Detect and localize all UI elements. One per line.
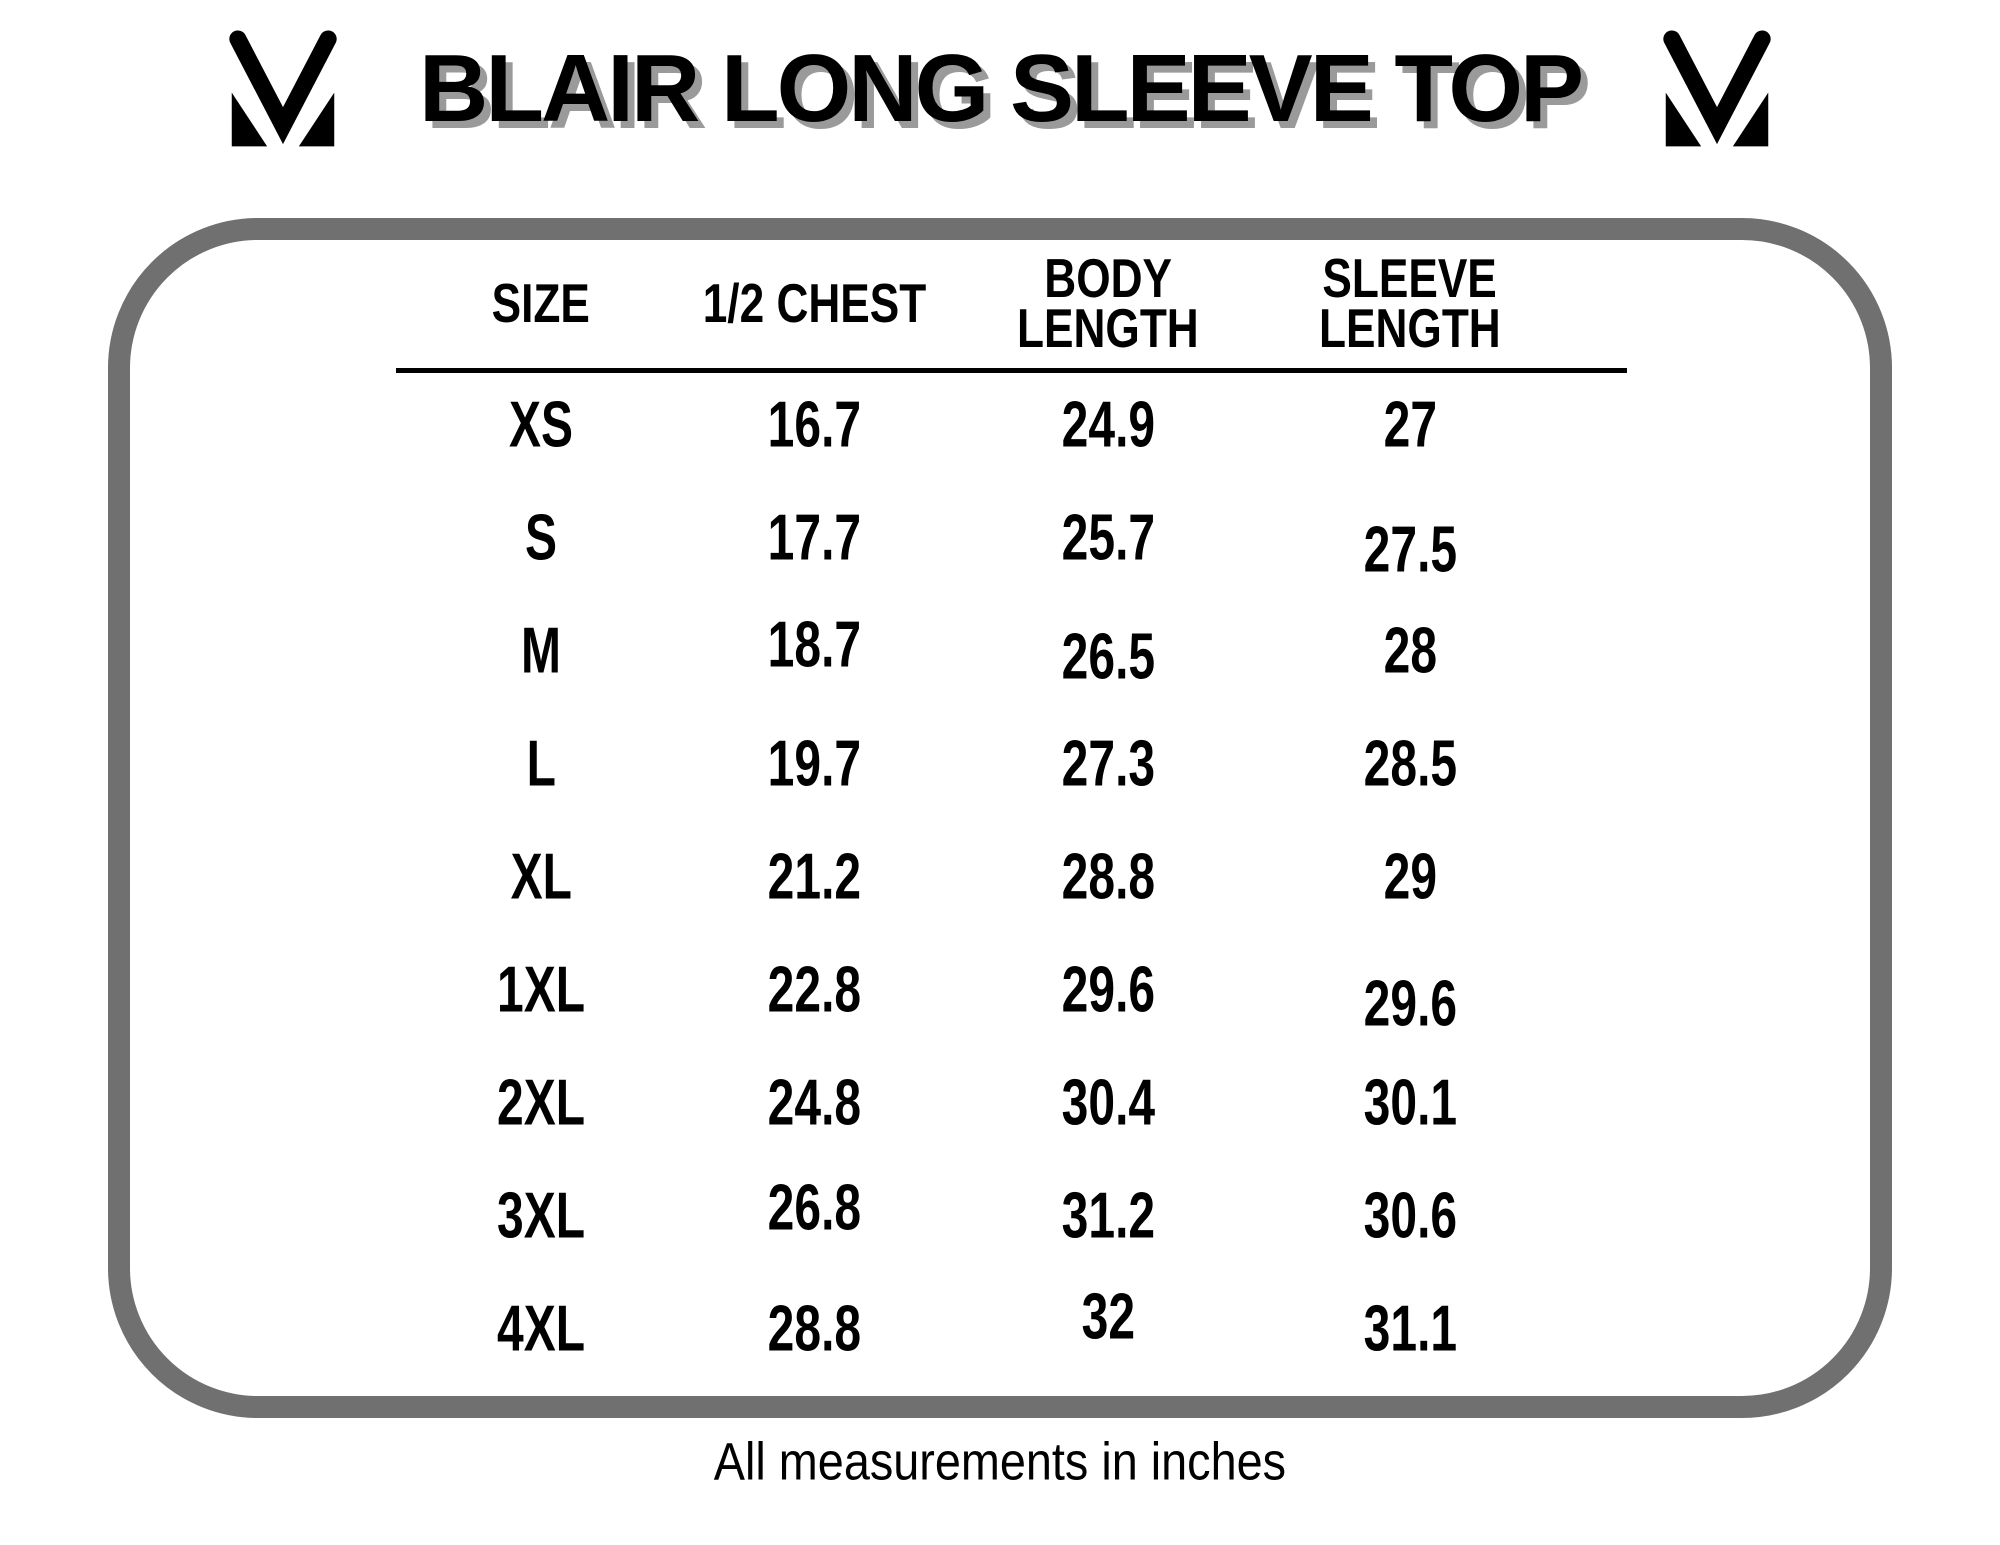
table-cell-size: 4XL [496, 1292, 586, 1365]
size-table: SIZE 1/2 CHEST BODY LENGTH SLEEVE LENGTH… [396, 240, 1546, 1385]
table-cell-body-length: 28.8 [1061, 840, 1155, 913]
table-cell-sleeve-length: 27.5 [1363, 513, 1457, 586]
table-cell-sleeve-length: 28 [1383, 614, 1437, 687]
table-cell-half-chest: 18.7 [767, 608, 861, 681]
table-cell-body-length: 27.3 [1061, 727, 1155, 800]
column-header-size: SIZE [396, 240, 686, 368]
table-cell-size: 3XL [496, 1179, 586, 1252]
table-cell-size: 2XL [496, 1066, 586, 1139]
table-cell-body-length: 24.9 [1061, 388, 1155, 461]
table-cell-half-chest: 22.8 [767, 953, 861, 1026]
column-header-text: SLEEVE [1322, 248, 1498, 310]
footer-note: All measurements in inches [0, 1432, 2000, 1492]
column-header-text: LENGTH [1017, 298, 1199, 360]
column-header-half-chest: 1/2 CHEST [686, 240, 942, 368]
table-cell-body-length: 26.5 [1061, 620, 1155, 693]
column-header-body-length: BODY LENGTH [942, 240, 1274, 368]
column-header-sleeve-length: SLEEVE LENGTH [1274, 240, 1546, 368]
table-cell-size: 1XL [496, 953, 586, 1026]
table-cell-size: S [524, 501, 558, 574]
brand-m-logo-right-icon [1653, 28, 1781, 150]
table-cell-sleeve-length: 28.5 [1363, 727, 1457, 800]
table-cell-sleeve-length: 30.1 [1363, 1066, 1457, 1139]
table-cell-size: M [520, 614, 561, 687]
table-cell-size: XL [510, 840, 572, 913]
footer-note-text: All measurements in inches [713, 1432, 1287, 1492]
table-cell-sleeve-length: 27 [1383, 388, 1437, 461]
header-divider-line [396, 368, 1627, 373]
column-header-text: 1/2 CHEST [702, 273, 926, 335]
brand-m-logo-left-icon [219, 28, 347, 150]
table-cell-body-length: 32 [1081, 1280, 1135, 1353]
table-cell-body-length: 25.7 [1061, 501, 1155, 574]
table-cell-half-chest: 19.7 [767, 727, 861, 800]
table-cell-half-chest: 28.8 [767, 1292, 861, 1365]
column-header-text: BODY [1044, 248, 1172, 310]
table-cell-size: L [526, 727, 556, 800]
table-cell-half-chest: 26.8 [767, 1171, 861, 1244]
table-cell-sleeve-length: 29 [1383, 840, 1437, 913]
table-cell-sleeve-length: 31.1 [1363, 1292, 1457, 1365]
header: BLAIR LONG SLEEVE TOP [0, 28, 2000, 150]
table-cell-half-chest: 16.7 [767, 388, 861, 461]
table-cell-body-length: 31.2 [1061, 1179, 1155, 1252]
table-cell-half-chest: 24.8 [767, 1066, 861, 1139]
table-cell-half-chest: 17.7 [767, 501, 861, 574]
page-title: BLAIR LONG SLEEVE TOP [418, 35, 1584, 142]
table-cell-half-chest: 21.2 [767, 840, 861, 913]
column-header-text: LENGTH [1319, 298, 1501, 360]
size-chart-frame: SIZE 1/2 CHEST BODY LENGTH SLEEVE LENGTH… [108, 218, 1892, 1418]
table-cell-size: XS [508, 388, 574, 461]
table-cell-sleeve-length: 30.6 [1363, 1179, 1457, 1252]
table-cell-sleeve-length: 29.6 [1363, 967, 1457, 1040]
table-cell-body-length: 30.4 [1061, 1066, 1155, 1139]
column-header-text: SIZE [491, 273, 591, 335]
table-cell-body-length: 29.6 [1061, 953, 1155, 1026]
